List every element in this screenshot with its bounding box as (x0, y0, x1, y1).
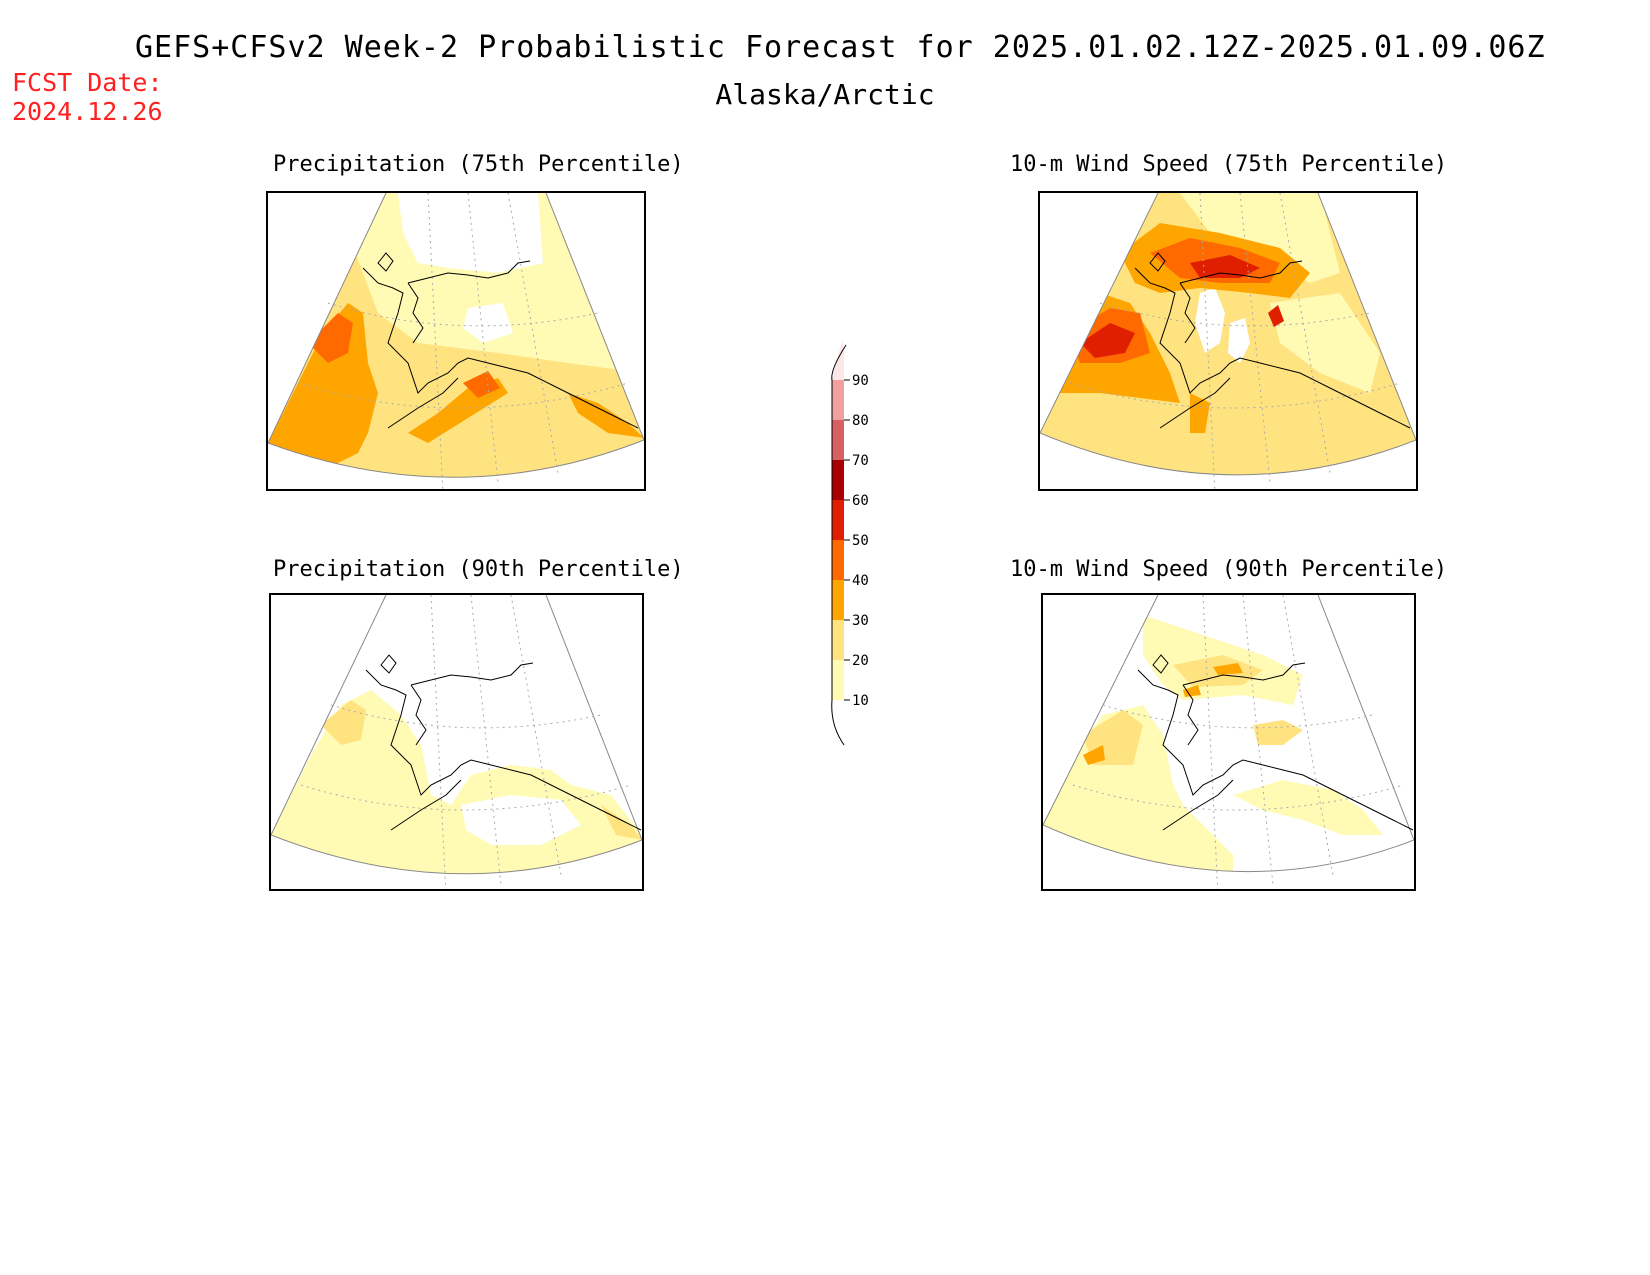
forecast-date-block: FCST Date: 2024.12.26 (12, 68, 163, 126)
colorbar-swatch-30 (832, 580, 844, 620)
colorbar-label-80: 80 (852, 413, 869, 429)
panel-title-wind90: 10-m Wind Speed (90th Percentile) (1010, 557, 1448, 582)
forecast-date-label: FCST Date: (12, 68, 163, 97)
colorbar-label-30: 30 (852, 613, 869, 629)
forecast-date-value: 2024.12.26 (12, 97, 163, 126)
colorbar-swatch-80 (832, 380, 844, 420)
map-panel-precip90 (269, 593, 644, 891)
map-panel-wind75 (1038, 191, 1418, 491)
panel-title-wind75: 10-m Wind Speed (75th Percentile) (1010, 152, 1448, 177)
panel-title-precip75: Precipitation (75th Percentile) (273, 152, 684, 177)
colorbar-label-20: 20 (852, 653, 869, 669)
colorbar-swatch-40 (832, 540, 844, 580)
colorbar-label-70: 70 (852, 453, 869, 469)
panel-title-precip90: Precipitation (90th Percentile) (273, 557, 684, 582)
colorbar-swatch-60 (832, 460, 844, 500)
colorbar-swatch-50 (832, 500, 844, 540)
colorbar-label-60: 60 (852, 493, 869, 509)
colorbar-swatch-20 (832, 620, 844, 660)
colorbar-swatch-90 (832, 340, 844, 380)
colorbar-low-extension (832, 700, 844, 740)
map-panel-precip75 (266, 191, 646, 491)
colorbar-outline (831, 344, 847, 746)
main-title: GEFS+CFSv2 Week-2 Probabilistic Forecast… (135, 30, 1546, 65)
colorbar-swatch-70 (832, 420, 844, 460)
colorbar-label-10: 10 (852, 693, 869, 709)
colorbar-swatch-10 (832, 660, 844, 700)
colorbar-label-50: 50 (852, 533, 869, 549)
colorbar-label-40: 40 (852, 573, 869, 589)
colorbar-label-90: 90 (852, 373, 869, 389)
region-subtitle: Alaska/Arctic (715, 78, 935, 111)
map-panel-wind90 (1041, 593, 1416, 891)
colorbar-svg: 10 20 30 40 50 60 70 80 90 (831, 340, 869, 746)
colorbar: 10 20 30 40 50 60 70 80 90 (820, 335, 900, 759)
